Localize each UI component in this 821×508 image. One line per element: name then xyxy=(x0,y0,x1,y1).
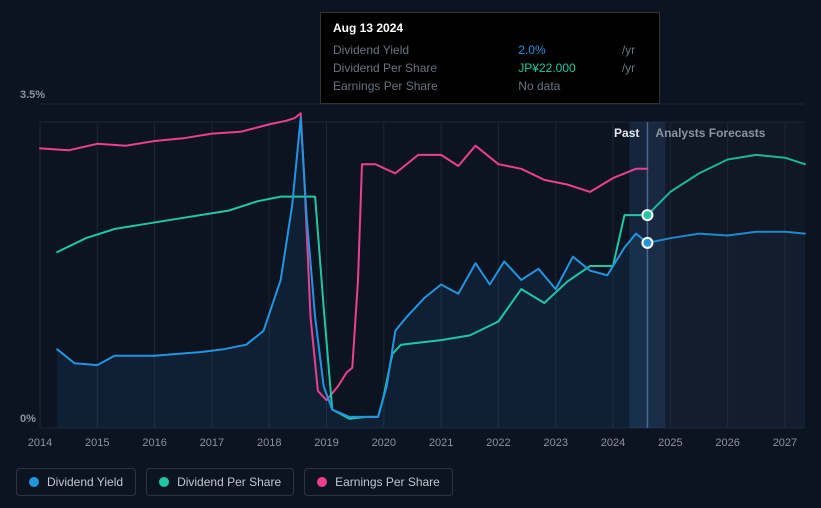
svg-text:2020: 2020 xyxy=(372,437,396,449)
tooltip-row-label: Dividend Per Share xyxy=(333,59,518,77)
dividend-chart: 0% 3.5% 2014 2015 2016 2017 2018 2019 2020 2021 20… xyxy=(0,0,821,508)
chart-legend: Dividend Yield Dividend Per Share Earnings… xyxy=(16,468,453,496)
svg-text:3.5%: 3.5% xyxy=(20,89,45,101)
svg-text:2015: 2015 xyxy=(85,437,109,449)
tooltip-row-unit xyxy=(620,77,647,95)
legend-item[interactable]: Dividend Yield xyxy=(16,468,136,496)
svg-text:0%: 0% xyxy=(20,413,36,425)
legend-label: Dividend Yield xyxy=(47,475,123,489)
svg-text:2021: 2021 xyxy=(429,437,453,449)
tooltip-row: Dividend Per ShareJP¥22.000/yr xyxy=(333,59,647,77)
legend-label: Dividend Per Share xyxy=(177,475,281,489)
legend-dot xyxy=(317,477,327,487)
svg-text:2016: 2016 xyxy=(142,437,166,449)
svg-text:2018: 2018 xyxy=(257,437,281,449)
svg-text:2017: 2017 xyxy=(200,437,224,449)
tooltip-row-value: No data xyxy=(518,77,620,95)
tooltip-row-label: Earnings Per Share xyxy=(333,77,518,95)
tooltip-table: Dividend Yield2.0%/yrDividend Per ShareJ… xyxy=(333,41,647,95)
svg-text:2014: 2014 xyxy=(28,437,52,449)
legend-label: Earnings Per Share xyxy=(335,475,440,489)
tooltip-row-value: 2.0% xyxy=(518,41,620,59)
svg-text:2022: 2022 xyxy=(486,437,510,449)
svg-text:2027: 2027 xyxy=(773,437,797,449)
svg-text:2023: 2023 xyxy=(543,437,567,449)
svg-text:2026: 2026 xyxy=(715,437,739,449)
svg-text:Past: Past xyxy=(614,126,639,140)
tooltip-date: Aug 13 2024 xyxy=(333,21,647,35)
legend-item[interactable]: Dividend Per Share xyxy=(146,468,294,496)
tooltip-row: Dividend Yield2.0%/yr xyxy=(333,41,647,59)
svg-text:2024: 2024 xyxy=(601,437,625,449)
legend-dot xyxy=(159,477,169,487)
tooltip-row-value: JP¥22.000 xyxy=(518,59,620,77)
legend-dot xyxy=(29,477,39,487)
tooltip-row-unit: /yr xyxy=(620,59,647,77)
legend-item[interactable]: Earnings Per Share xyxy=(304,468,453,496)
tooltip-row: Earnings Per ShareNo data xyxy=(333,77,647,95)
svg-text:Analysts Forecasts: Analysts Forecasts xyxy=(655,126,765,140)
chart-tooltip: Aug 13 2024 Dividend Yield2.0%/yrDividen… xyxy=(320,12,660,104)
svg-text:2019: 2019 xyxy=(314,437,338,449)
tooltip-row-unit: /yr xyxy=(620,41,647,59)
svg-text:2025: 2025 xyxy=(658,437,682,449)
tooltip-row-label: Dividend Yield xyxy=(333,41,518,59)
